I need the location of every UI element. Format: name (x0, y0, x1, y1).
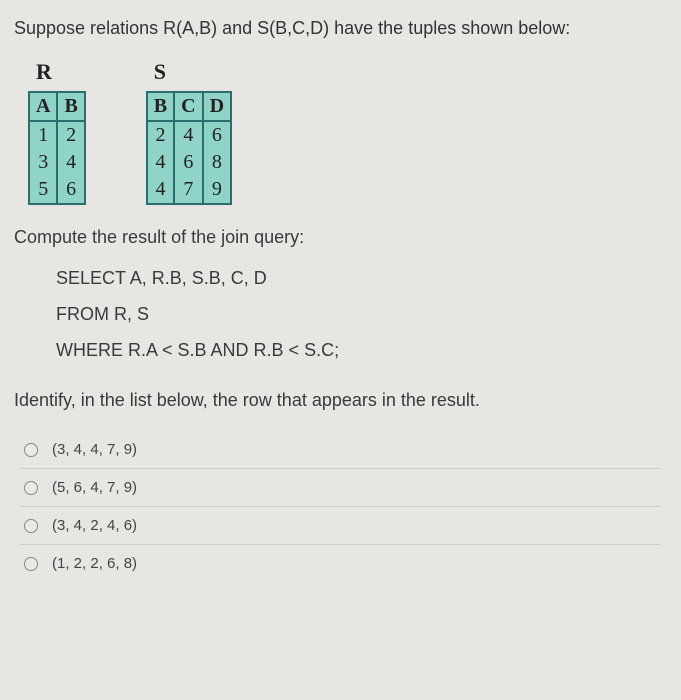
relation-R-name: R (36, 59, 52, 85)
option-label: (1, 2, 2, 6, 8) (52, 555, 137, 572)
option-label: (3, 4, 4, 7, 9) (52, 441, 137, 458)
option-row[interactable]: (3, 4, 4, 7, 9) (20, 431, 661, 469)
sql-select: SELECT A, R.B, S.B, C, D (56, 260, 661, 296)
table-cell: 4 (147, 176, 174, 204)
option-row[interactable]: (3, 4, 2, 4, 6) (20, 507, 661, 545)
radio-icon[interactable] (24, 519, 38, 533)
table-cell: 2 (57, 121, 84, 149)
table-cell: 6 (203, 121, 231, 149)
relation-S-name: S (154, 59, 166, 85)
relation-R-table: A B 1 2 3 4 5 6 (28, 91, 86, 205)
radio-icon[interactable] (24, 557, 38, 571)
sql-from: FROM R, S (56, 296, 661, 332)
table-cell: 8 (203, 149, 231, 176)
table-cell: 4 (174, 121, 202, 149)
option-row[interactable]: (1, 2, 2, 6, 8) (20, 545, 661, 582)
relations-row: R A B 1 2 3 4 5 6 (28, 59, 661, 205)
table-header: B (147, 92, 174, 121)
relation-S: S B C D 2 4 6 4 6 8 4 (146, 59, 232, 205)
table-header: A (29, 92, 57, 121)
options-list: (3, 4, 4, 7, 9) (5, 6, 4, 7, 9) (3, 4, 2… (20, 431, 661, 582)
question-intro: Suppose relations R(A,B) and S(B,C,D) ha… (14, 18, 661, 39)
option-row[interactable]: (5, 6, 4, 7, 9) (20, 469, 661, 507)
table-header: B (57, 92, 84, 121)
table-cell: 9 (203, 176, 231, 204)
radio-icon[interactable] (24, 481, 38, 495)
relation-R: R A B 1 2 3 4 5 6 (28, 59, 86, 205)
identify-prompt: Identify, in the list below, the row tha… (14, 390, 661, 411)
option-label: (5, 6, 4, 7, 9) (52, 479, 137, 496)
table-cell: 7 (174, 176, 202, 204)
table-cell: 4 (57, 149, 84, 176)
relation-S-table: B C D 2 4 6 4 6 8 4 7 9 (146, 91, 232, 205)
table-header: C (174, 92, 202, 121)
table-header: D (203, 92, 231, 121)
radio-icon[interactable] (24, 443, 38, 457)
table-cell: 4 (147, 149, 174, 176)
question-container: Suppose relations R(A,B) and S(B,C,D) ha… (0, 0, 681, 592)
option-label: (3, 4, 2, 4, 6) (52, 517, 137, 534)
table-cell: 5 (29, 176, 57, 204)
table-cell: 3 (29, 149, 57, 176)
table-cell: 6 (174, 149, 202, 176)
table-cell: 2 (147, 121, 174, 149)
table-cell: 6 (57, 176, 84, 204)
compute-prompt: Compute the result of the join query: (14, 227, 661, 248)
sql-query: SELECT A, R.B, S.B, C, D FROM R, S WHERE… (56, 260, 661, 368)
table-cell: 1 (29, 121, 57, 149)
sql-where: WHERE R.A < S.B AND R.B < S.C; (56, 332, 661, 368)
